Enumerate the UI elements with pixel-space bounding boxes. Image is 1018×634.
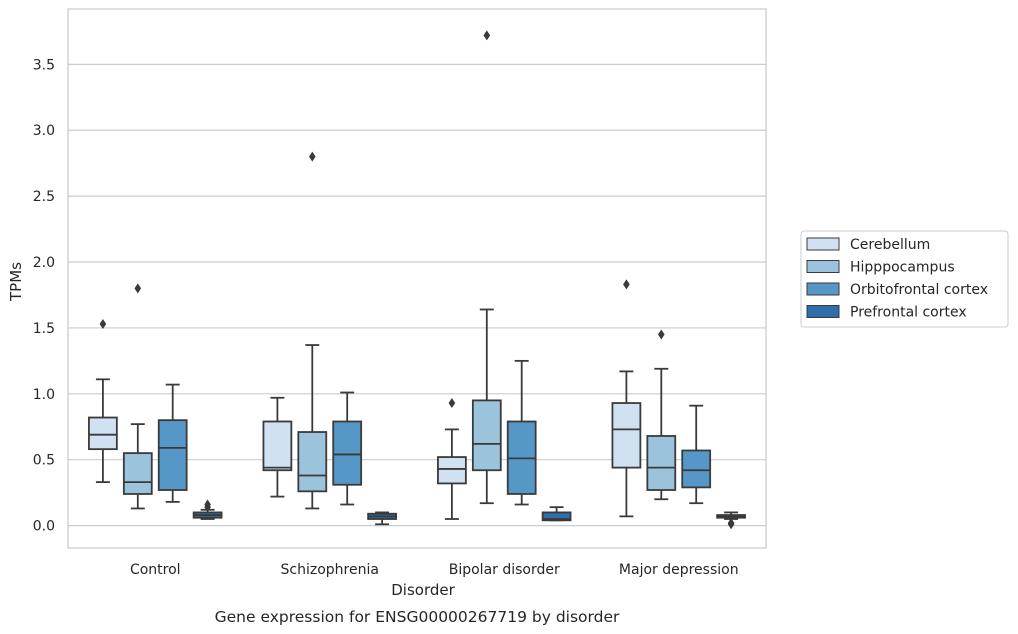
outlier-marker: [448, 398, 456, 409]
box: [297, 431, 328, 493]
legend: Cerebellum Hipppocampus Orbitofrontal cort…: [800, 230, 1009, 328]
x-tick-label: Schizophrenia: [281, 562, 379, 578]
box: [541, 511, 572, 522]
y-tick-label: 1.0: [33, 387, 55, 403]
box: [437, 456, 467, 485]
box-group: [716, 511, 746, 530]
chart-caption: Gene expression for ENSG00000267719 by d…: [215, 608, 620, 626]
box-group: [506, 359, 537, 506]
box-group: [541, 506, 572, 522]
box-group: [611, 279, 642, 518]
outlier-marker: [658, 329, 665, 340]
legend-label: Prefrontal cortex: [850, 305, 967, 321]
box-group: [157, 383, 188, 503]
box: [646, 435, 677, 491]
legend-swatch: [806, 282, 840, 296]
box-group: [262, 396, 293, 498]
legend-label: Cerebellum: [850, 237, 930, 253]
outlier-marker: [309, 151, 316, 162]
y-axis-label: TPMs: [7, 262, 25, 302]
legend-swatch: [806, 305, 840, 318]
box-groups: [88, 30, 746, 530]
outlier-marker: [623, 279, 630, 290]
x-axis-label: Disorder: [391, 581, 455, 599]
box: [681, 449, 712, 489]
legend-label: Orbitofrontal cortex: [850, 282, 988, 298]
y-tick-label: 3.0: [33, 123, 55, 139]
x-tick-label: Bipolar disorder: [449, 562, 560, 578]
box: [88, 416, 118, 451]
y-tick-labels: 0.0 0.5 1.0 1.5 2.0 2.5 3.0 3.5: [33, 57, 55, 534]
box-group: [88, 318, 118, 484]
y-tick-label: 3.5: [33, 57, 55, 73]
box-group: [681, 404, 712, 505]
box-group: [122, 283, 153, 510]
box-group: [297, 151, 328, 510]
y-tick-label: 1.5: [33, 321, 55, 337]
box-group: [332, 391, 363, 506]
box: [332, 420, 363, 486]
y-tick-label: 2.5: [33, 189, 55, 205]
outlier-marker: [204, 502, 211, 513]
x-tick-labels: Control Schizophrenia Bipolar disorder Majo…: [130, 562, 739, 578]
box: [611, 402, 642, 469]
legend-swatch: [806, 260, 840, 273]
outlier-marker: [99, 318, 107, 329]
legend-label: Hipppocampus: [850, 260, 955, 276]
box-group: [192, 499, 223, 520]
legend-swatch: [806, 237, 840, 251]
outlier-marker: [727, 519, 735, 530]
x-tick-label: Control: [130, 562, 181, 578]
box-group: [646, 329, 677, 501]
box-group: [437, 398, 467, 520]
box: [262, 420, 293, 472]
plot-frame: [67, 8, 767, 549]
y-tick-label: 0.5: [33, 453, 55, 469]
outlier-marker: [134, 283, 142, 294]
y-tick-label: 2.0: [33, 255, 55, 271]
box: [157, 419, 188, 491]
box: [471, 399, 502, 472]
box: [122, 452, 153, 495]
box-group: [471, 30, 502, 505]
box-group: [367, 511, 397, 526]
legend-frame: [800, 230, 1009, 328]
outlier-marker: [483, 30, 491, 41]
x-tick-label: Major depression: [619, 562, 739, 578]
y-tick-label: 0.0: [33, 519, 55, 535]
